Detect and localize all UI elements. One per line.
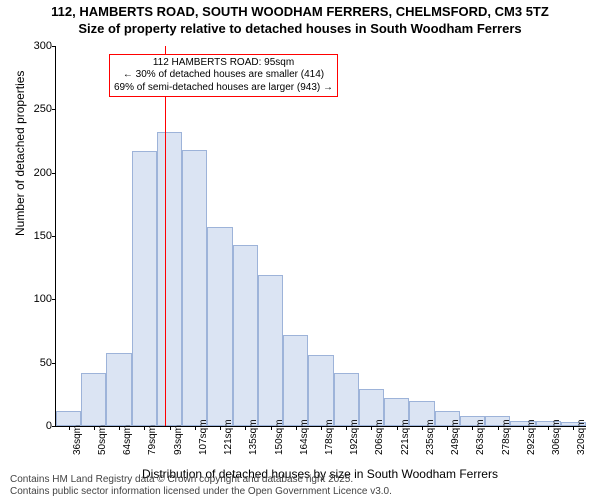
x-tick-mark xyxy=(296,426,297,430)
y-tick-mark xyxy=(52,363,56,364)
x-tick-label: 50sqm xyxy=(97,425,108,455)
x-tick-mark xyxy=(472,426,473,430)
chart-area: 05010015020025030036sqm50sqm64sqm79sqm93… xyxy=(55,46,585,426)
y-tick-mark xyxy=(52,173,56,174)
histogram-bar xyxy=(233,245,258,426)
x-tick-mark xyxy=(371,426,372,430)
histogram-bar xyxy=(106,353,131,426)
x-tick-label: 93sqm xyxy=(173,425,184,455)
y-tick-label: 50 xyxy=(26,357,52,369)
y-tick-label: 300 xyxy=(26,40,52,52)
x-tick-mark xyxy=(245,426,246,430)
histogram-bar xyxy=(56,411,81,426)
property-marker-line xyxy=(165,46,166,426)
x-tick-mark xyxy=(397,426,398,430)
x-tick-mark xyxy=(548,426,549,430)
histogram-bar xyxy=(334,373,359,426)
x-tick-label: 320sqm xyxy=(576,419,587,455)
x-tick-mark xyxy=(195,426,196,430)
y-tick-mark xyxy=(52,299,56,300)
x-tick-mark xyxy=(447,426,448,430)
x-tick-mark xyxy=(94,426,95,430)
histogram-bar xyxy=(132,151,157,426)
y-tick-label: 150 xyxy=(26,230,52,242)
x-tick-mark xyxy=(271,426,272,430)
y-tick-label: 200 xyxy=(26,167,52,179)
x-tick-mark xyxy=(523,426,524,430)
x-tick-mark xyxy=(119,426,120,430)
histogram-bar xyxy=(258,275,283,426)
x-tick-mark xyxy=(422,426,423,430)
histogram-bar xyxy=(81,373,106,426)
y-tick-mark xyxy=(52,236,56,237)
y-axis-label: Number of detached properties xyxy=(13,71,27,236)
annotation-line: 69% of semi-detached houses are larger (… xyxy=(114,82,333,95)
x-tick-mark xyxy=(321,426,322,430)
x-tick-mark xyxy=(144,426,145,430)
title-line-2: Size of property relative to detached ho… xyxy=(0,21,600,38)
histogram-bar xyxy=(308,355,333,426)
x-tick-label: 79sqm xyxy=(147,425,158,455)
x-tick-mark xyxy=(346,426,347,430)
histogram-bar xyxy=(157,132,182,426)
annotation-line: 112 HAMBERTS ROAD: 95sqm xyxy=(114,57,333,70)
title-line-1: 112, HAMBERTS ROAD, SOUTH WOODHAM FERRER… xyxy=(0,0,600,21)
x-tick-mark xyxy=(220,426,221,430)
x-tick-mark xyxy=(69,426,70,430)
x-tick-mark xyxy=(498,426,499,430)
y-tick-mark xyxy=(52,426,56,427)
x-tick-label: 64sqm xyxy=(122,425,133,455)
x-tick-mark xyxy=(170,426,171,430)
annotation-line: ← 30% of detached houses are smaller (41… xyxy=(114,69,333,82)
plot: 05010015020025030036sqm50sqm64sqm79sqm93… xyxy=(55,46,586,427)
y-tick-label: 100 xyxy=(26,293,52,305)
annotation-box: 112 HAMBERTS ROAD: 95sqm← 30% of detache… xyxy=(109,54,338,98)
histogram-bar xyxy=(207,227,232,426)
x-tick-label: 36sqm xyxy=(72,425,83,455)
footer-line-2: Contains public sector information licen… xyxy=(10,486,392,498)
y-tick-mark xyxy=(52,46,56,47)
x-tick-mark xyxy=(573,426,574,430)
y-tick-label: 250 xyxy=(26,103,52,115)
footer-line-1: Contains HM Land Registry data © Crown c… xyxy=(10,474,392,486)
y-tick-label: 0 xyxy=(26,420,52,432)
histogram-bar xyxy=(182,150,207,426)
footer: Contains HM Land Registry data © Crown c… xyxy=(10,474,392,498)
histogram-bar xyxy=(283,335,308,426)
y-tick-mark xyxy=(52,109,56,110)
